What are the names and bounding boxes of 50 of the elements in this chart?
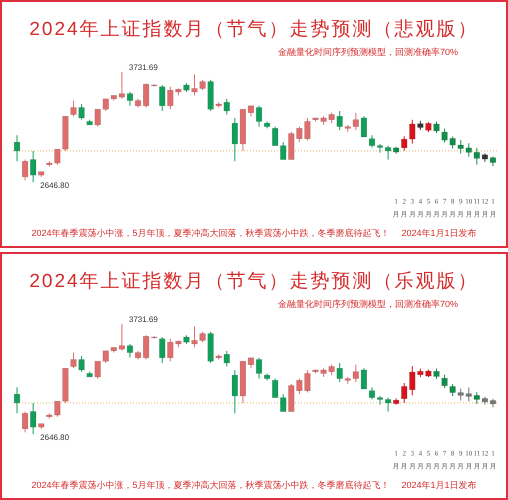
candlestick	[118, 323, 126, 352]
candlestick	[304, 117, 311, 141]
text: 2024年1月1日发布	[401, 228, 477, 238]
candlestick	[248, 105, 254, 117]
candlestick	[248, 357, 254, 369]
chart-title: 2024年上证指数月（节气）走势预测（悲观版）	[28, 18, 480, 42]
candlestick	[22, 411, 28, 433]
candlestick	[490, 156, 496, 167]
candlestick	[256, 357, 262, 380]
text: 2024年春季震荡小中涨，5月年顶，夏季冲高大回落，秋季震荡小中跌，冬季磨底待起飞！	[31, 480, 390, 490]
text: 2024年1月1日发布	[401, 480, 477, 490]
candlestick	[78, 356, 85, 372]
candlestick	[142, 82, 150, 108]
candlestick	[22, 159, 28, 181]
candlestick	[384, 145, 392, 160]
candlestick	[425, 121, 432, 133]
candlestick	[232, 117, 238, 162]
candlestick	[191, 326, 198, 348]
candlestick	[118, 71, 126, 100]
text: 2024年春季震荡小中涨，5月年顶，夏季冲高大回落，秋季震荡小中跌，冬季磨底待起飞！	[31, 228, 390, 238]
annotation: 2646.80	[40, 181, 70, 190]
candlestick	[142, 334, 150, 360]
candlestick	[441, 128, 448, 144]
candlestick	[126, 91, 134, 106]
candlestick	[70, 100, 77, 117]
candlestick	[78, 104, 85, 120]
candlestick	[256, 105, 262, 128]
candlestick	[368, 386, 376, 400]
candlestick	[441, 374, 448, 389]
candlestick	[14, 386, 20, 414]
candlestick	[360, 116, 368, 138]
candlestick	[433, 121, 440, 134]
annotation: 3731.69	[128, 314, 158, 324]
candlestick	[368, 134, 376, 148]
candlestick	[199, 331, 206, 343]
candlestick	[191, 74, 198, 96]
chart-title: 2024年上证指数月（节气）走势预测（乐观版）	[28, 270, 480, 294]
candlestick	[384, 397, 392, 412]
annotation: 2646.80	[40, 433, 70, 442]
candlestick	[433, 368, 440, 380]
chart-subtitle: 金融量化时间序列预测模型，回测准确率70%	[276, 46, 458, 59]
candlestick	[199, 79, 206, 91]
text: 3731.69	[128, 62, 158, 72]
candlestick	[232, 369, 238, 414]
candlestick	[126, 343, 134, 358]
candlestick	[70, 352, 77, 369]
candlestick	[14, 134, 20, 162]
candlestick	[304, 369, 311, 393]
candlestick	[360, 368, 368, 390]
chart-subtitle: 金融量化时间序列预测模型，回测准确率70%	[276, 298, 458, 311]
